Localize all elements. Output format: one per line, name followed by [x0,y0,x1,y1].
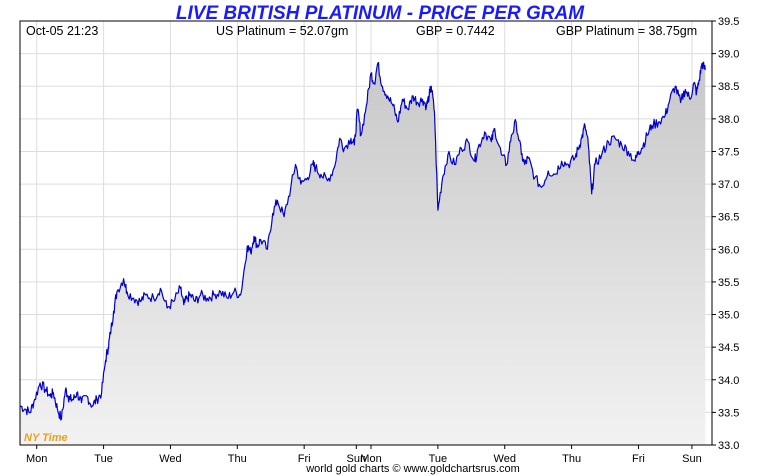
chart-footer: world gold charts © www.goldchartsrus.co… [305,463,520,475]
header-us-platinum: US Platinum = 52.07gm [216,24,348,38]
price-area-fill [20,62,706,445]
y-tick-label: 36.5 [718,212,739,224]
y-axis: 33.0 33.5 34.0 34.5 35.0 35.5 36.0 36.5 37.0 37.5… [712,16,739,452]
y-tick-label: 37.5 [718,146,739,158]
y-tick-label: 36.0 [718,244,739,256]
header-datetime: Oct-05 21:23 [26,24,98,38]
y-tick-label: 38.5 [718,81,739,93]
x-tick-label: Tue [429,453,448,465]
x-tick-label: Tue [94,453,113,465]
x-tick-label: Mon [360,453,381,465]
x-tick-label: Mon [26,453,47,465]
y-tick-label: 39.0 [718,49,739,61]
y-tick-label: 34.5 [718,342,739,354]
y-tick-label: 39.5 [718,16,739,28]
header-gbp-rate: GBP = 0.7442 [416,24,495,38]
x-tick-label: Fri [298,453,311,465]
y-tick-label: 35.5 [718,277,739,289]
x-tick-label: Sun [682,453,702,465]
x-tick-label: Sun [347,453,367,465]
x-tick-label: Thu [228,453,247,465]
y-tick-label: 37.0 [718,179,739,191]
y-tick-label: 34.0 [718,375,739,387]
y-tick-label: 35.0 [718,310,739,322]
ny-time-annotation: NY Time [24,432,68,444]
y-tick-label: 33.0 [718,440,739,452]
x-tick-label: Wed [159,453,181,465]
plot-border [19,20,713,446]
header-gbp-platinum: GBP Platinum = 38.75gm [556,24,697,38]
price-line [19,61,706,421]
x-tick-label: Thu [562,453,581,465]
y-tick-label: 33.5 [718,407,739,419]
x-tick-label: Fri [632,453,645,465]
x-tick-label: Wed [494,453,516,465]
chart-title: LIVE BRITISH PLATINUM - PRICE PER GRAM [176,3,585,24]
y-tick-label: 38.0 [718,114,739,126]
